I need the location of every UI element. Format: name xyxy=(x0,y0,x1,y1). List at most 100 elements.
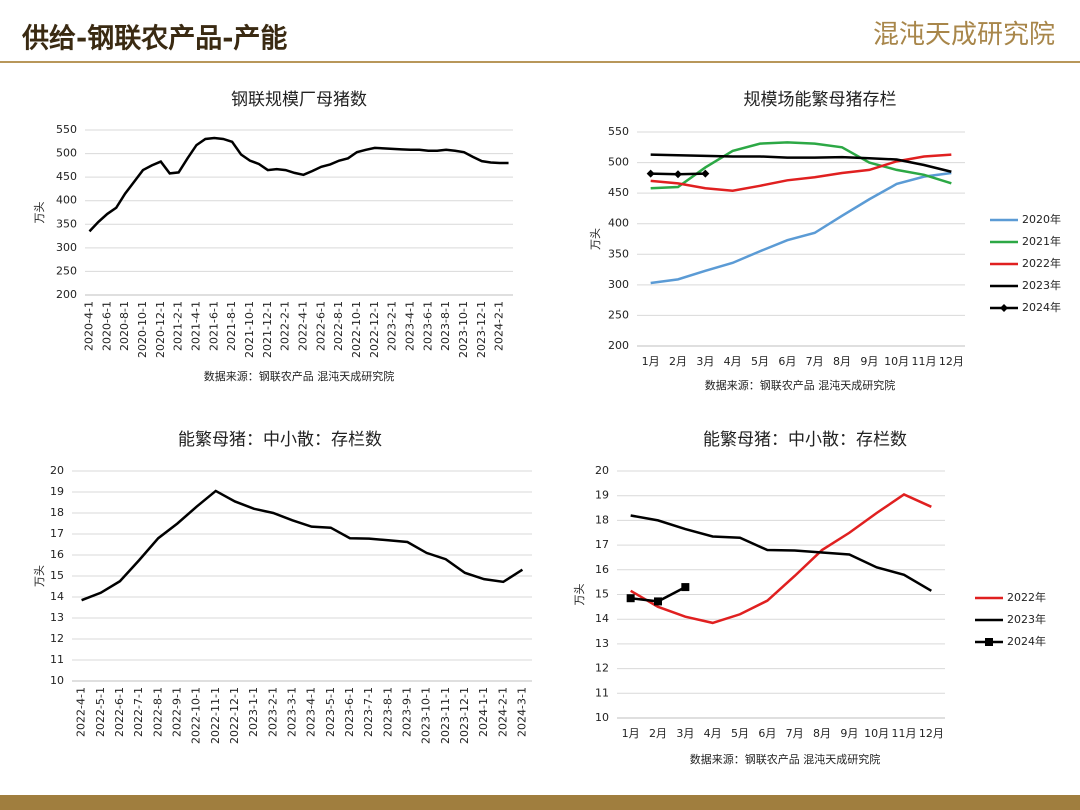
x-tick-label: 2020-6-1 xyxy=(100,301,113,351)
x-tick-label: 2021-8-1 xyxy=(225,301,238,351)
page-title: 供给-钢联农产品-产能 xyxy=(21,23,287,55)
y-axis-label: 万头 xyxy=(573,584,586,606)
y-tick-label: 400 xyxy=(608,217,629,230)
x-tick-label: 2021-6-1 xyxy=(207,301,220,351)
x-tick-label: 9月 xyxy=(840,727,858,740)
legend-label: 2022年 xyxy=(1007,590,1046,604)
series-line xyxy=(650,141,952,190)
x-tick-label: 2022-5-1 xyxy=(94,687,107,737)
x-tick-label: 2月 xyxy=(649,727,667,740)
x-tick-label: 10月 xyxy=(884,355,909,368)
y-tick-label: 18 xyxy=(50,506,64,519)
chart-title: 能繁母猪：中小散：存栏数 xyxy=(178,430,382,450)
x-tick-label: 8月 xyxy=(833,355,851,368)
x-tick-label: 2023-9-1 xyxy=(400,687,413,737)
x-tick-label: 2024-3-1 xyxy=(515,687,528,737)
x-tick-label: 2023-4-1 xyxy=(305,687,318,737)
x-tick-label: 6月 xyxy=(758,727,776,740)
y-axis-label: 万头 xyxy=(33,565,46,587)
legend-label: 2022年 xyxy=(1022,256,1061,270)
x-tick-label: 4月 xyxy=(704,727,722,740)
x-tick-label: 2022-8-1 xyxy=(332,301,345,351)
y-tick-label: 400 xyxy=(56,194,77,207)
series-line xyxy=(88,136,509,233)
x-tick-label: 1月 xyxy=(642,355,660,368)
y-tick-label: 500 xyxy=(56,147,77,160)
y-tick-label: 300 xyxy=(608,278,629,291)
x-tick-label: 2023-11-1 xyxy=(439,687,452,744)
y-tick-label: 18 xyxy=(595,513,609,526)
x-tick-label: 12月 xyxy=(939,355,964,368)
x-tick-label: 2023-3-1 xyxy=(285,687,298,737)
x-tick-label: 2020-10-1 xyxy=(136,301,149,358)
marker xyxy=(654,597,662,606)
y-tick-label: 14 xyxy=(595,612,609,625)
x-tick-label: 6月 xyxy=(778,355,796,368)
marker xyxy=(674,170,682,179)
y-tick-label: 16 xyxy=(595,563,609,576)
x-tick-label: 2022-4-1 xyxy=(296,301,309,351)
y-tick-label: 20 xyxy=(50,464,64,477)
x-tick-label: 3月 xyxy=(696,355,714,368)
legend-label: 2024年 xyxy=(1022,300,1061,314)
x-tick-label: 2022-12-1 xyxy=(228,687,241,744)
x-tick-label: 2020-4-1 xyxy=(82,301,95,351)
source-note: 数据来源：钢联农产品 混沌天成研究院 xyxy=(705,378,896,392)
x-tick-label: 2022-6-1 xyxy=(314,301,327,351)
x-tick-label: 2023-12-1 xyxy=(475,301,488,358)
marker xyxy=(681,583,690,592)
x-tick-label: 2022-4-1 xyxy=(75,687,88,737)
x-tick-label: 2024-1-1 xyxy=(477,687,490,737)
y-axis-label: 万头 xyxy=(33,202,46,224)
marker xyxy=(1000,304,1008,312)
x-tick-label: 2023-10-1 xyxy=(420,687,433,744)
chart-title: 钢联规模厂母猪数 xyxy=(231,90,367,110)
y-tick-label: 12 xyxy=(595,662,609,675)
x-tick-label: 2020-12-1 xyxy=(154,301,167,358)
chart-title: 规模场能繁母猪存栏 xyxy=(744,90,897,110)
y-tick-label: 11 xyxy=(50,653,64,666)
x-tick-label: 2023-12-1 xyxy=(458,687,471,744)
y-tick-label: 19 xyxy=(50,485,64,498)
x-tick-label: 4月 xyxy=(724,355,742,368)
y-tick-label: 10 xyxy=(50,674,64,687)
y-axis-label: 万头 xyxy=(589,228,602,250)
series-line xyxy=(81,489,524,602)
x-tick-label: 2023-8-1 xyxy=(381,687,394,737)
y-tick-label: 14 xyxy=(50,590,64,603)
x-tick-label: 2024-2-1 xyxy=(496,687,509,737)
x-tick-label: 2022-8-1 xyxy=(151,687,164,737)
x-tick-label: 2024-2-1 xyxy=(493,301,506,351)
y-tick-label: 19 xyxy=(595,489,609,502)
x-tick-label: 2022-9-1 xyxy=(170,687,183,737)
marker xyxy=(626,594,635,603)
x-tick-label: 2023-2-1 xyxy=(266,687,279,737)
x-tick-label: 12月 xyxy=(919,727,944,740)
marker xyxy=(646,169,655,178)
x-tick-label: 2022-2-1 xyxy=(279,301,292,351)
legend-label: 2024年 xyxy=(1007,634,1046,648)
source-note: 数据来源：钢联农产品 混沌天成研究院 xyxy=(204,369,395,383)
x-tick-label: 2022-10-1 xyxy=(350,301,363,358)
x-tick-label: 8月 xyxy=(813,727,831,740)
series-line xyxy=(630,514,932,592)
x-tick-label: 2022-11-1 xyxy=(209,687,222,744)
y-tick-label: 15 xyxy=(50,569,64,582)
x-tick-label: 2023-4-1 xyxy=(403,301,416,351)
x-tick-label: 9月 xyxy=(860,355,878,368)
x-tick-label: 2023-6-1 xyxy=(421,301,434,351)
series-line xyxy=(630,493,932,625)
y-tick-label: 200 xyxy=(608,339,629,352)
legend-label: 2023年 xyxy=(1007,612,1046,626)
y-tick-label: 450 xyxy=(56,170,77,183)
x-tick-label: 2023-7-1 xyxy=(362,687,375,737)
x-tick-label: 2021-10-1 xyxy=(243,301,256,358)
x-tick-label: 2023-10-1 xyxy=(457,301,470,358)
y-tick-label: 450 xyxy=(608,186,629,199)
x-tick-label: 7月 xyxy=(806,355,824,368)
x-tick-label: 2020-8-1 xyxy=(118,301,131,351)
y-tick-label: 300 xyxy=(56,241,77,254)
x-tick-label: 11月 xyxy=(892,727,917,740)
y-tick-label: 550 xyxy=(608,125,629,138)
x-tick-label: 5月 xyxy=(731,727,749,740)
